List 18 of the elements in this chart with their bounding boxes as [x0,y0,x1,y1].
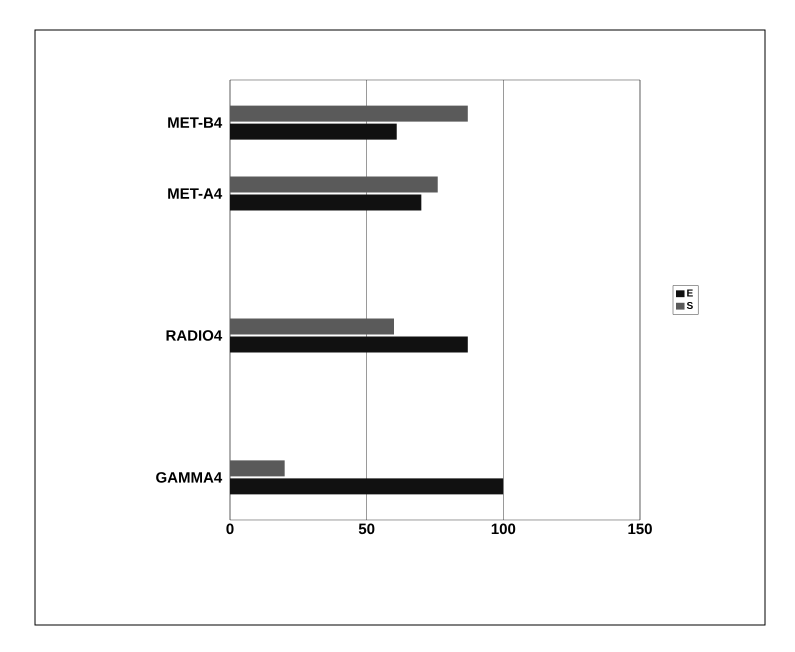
bar [230,194,422,211]
legend-label: E [687,290,693,296]
y-tick-label: MET-A4 [168,188,222,199]
bar [230,478,504,494]
bar [230,124,397,140]
x-tick-label: 0 [226,524,234,534]
bar [230,336,468,352]
bar [230,176,438,193]
x-tick-label: 50 [358,524,374,534]
y-tick-label: GAMMA4 [156,472,222,483]
y-tick-label: RADIO4 [166,330,222,341]
bar [230,460,285,476]
legend-label: S [686,302,693,310]
x-tick-label: 100 [492,524,516,534]
x-tick-label: 150 [628,524,652,534]
y-tick-label: MET-B4 [168,117,222,128]
bar [230,106,468,122]
bar [230,318,394,334]
